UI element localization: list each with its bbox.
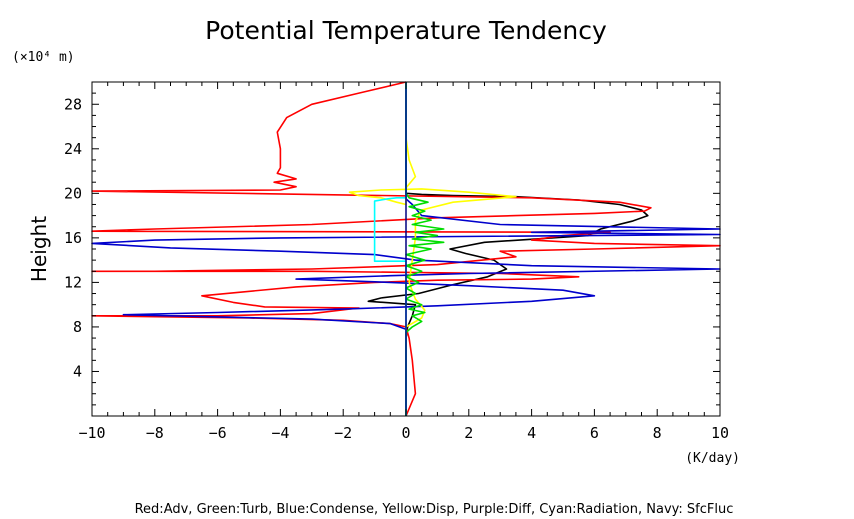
x-tick-label: 2 bbox=[464, 424, 473, 442]
y-tick-label: 8 bbox=[73, 318, 82, 336]
color-legend: Red:Adv, Green:Turb, Blue:Condense, Yell… bbox=[135, 502, 734, 517]
plot-frame bbox=[91, 81, 721, 417]
x-tick-label: −6 bbox=[209, 424, 227, 442]
chart-title: Potential Temperature Tendency bbox=[205, 16, 607, 45]
series-layer bbox=[91, 81, 721, 417]
series-line-red bbox=[91, 81, 721, 417]
series-line-cyan bbox=[373, 82, 407, 416]
x-tick-label: −10 bbox=[78, 424, 105, 442]
x-tick-label: 0 bbox=[401, 424, 410, 442]
series-line-green bbox=[405, 82, 445, 416]
y-tick-label: 16 bbox=[64, 229, 82, 247]
y-tick-label: 4 bbox=[73, 362, 82, 380]
x-tick-label: 10 bbox=[711, 424, 729, 442]
y-axis-label: Height bbox=[27, 216, 51, 282]
y-tick-label: 12 bbox=[64, 273, 82, 291]
x-tick-label: 6 bbox=[590, 424, 599, 442]
x-tick-label: −2 bbox=[334, 424, 352, 442]
y-unit-label: (×10⁴ m) bbox=[12, 50, 75, 65]
x-axis-label: (K/day) bbox=[685, 451, 740, 466]
x-tick-label: 4 bbox=[527, 424, 536, 442]
y-tick-label: 24 bbox=[64, 140, 82, 158]
y-tick-label: 28 bbox=[64, 95, 82, 113]
y-tick-label: 20 bbox=[64, 184, 82, 202]
x-tick-label: 8 bbox=[653, 424, 662, 442]
x-tick-label: −4 bbox=[271, 424, 289, 442]
x-tick-label: −8 bbox=[146, 424, 164, 442]
